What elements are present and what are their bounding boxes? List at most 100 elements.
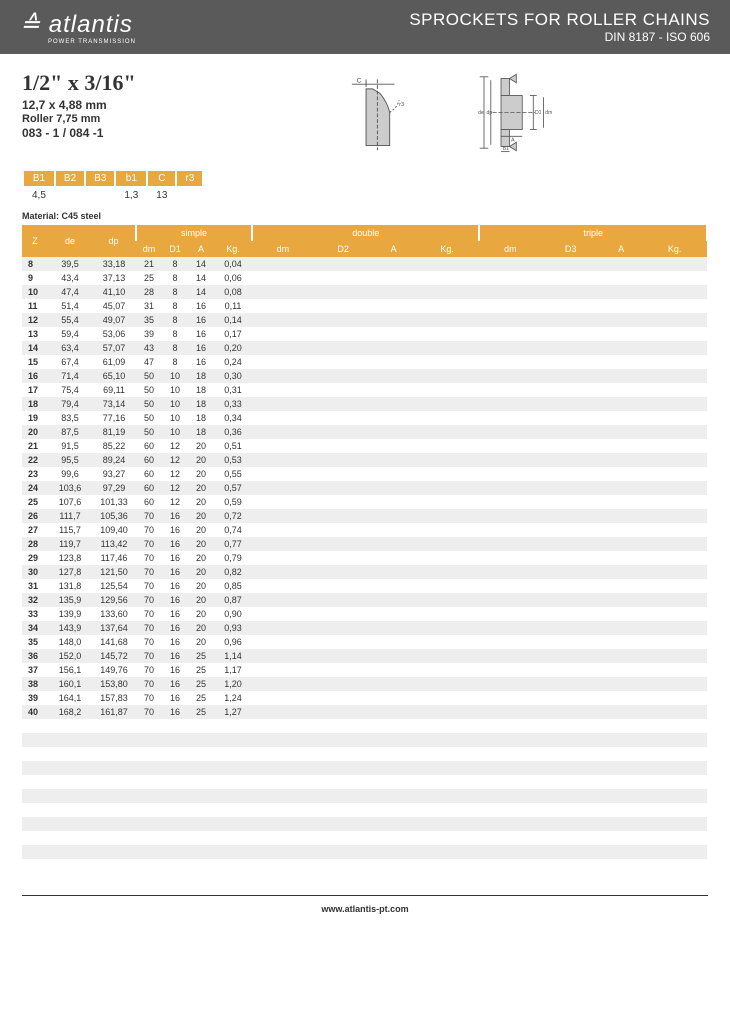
cell-empty	[252, 369, 314, 383]
material-label: Material: C45 steel	[22, 211, 708, 221]
cell-empty	[600, 565, 642, 579]
small-td	[56, 188, 84, 203]
cell-empty	[373, 537, 415, 551]
cell-kg: 0,24	[214, 355, 252, 369]
table-row-empty	[22, 747, 707, 761]
cell-empty	[415, 705, 480, 719]
spec-text: 1/2" x 3/16" 12,7 x 4,88 mm Roller 7,75 …	[22, 70, 172, 140]
cell-empty	[162, 845, 188, 859]
cell-empty	[314, 397, 373, 411]
cell-a: 16	[188, 341, 214, 355]
cell-empty	[541, 439, 600, 453]
cell-dp: 145,72	[92, 649, 136, 663]
cell-de: 63,4	[48, 341, 92, 355]
cell-empty	[541, 425, 600, 439]
cell-empty	[214, 719, 252, 733]
cell-de: 39,5	[48, 257, 92, 271]
cell-empty	[479, 817, 541, 831]
cell-dp: 157,83	[92, 691, 136, 705]
cell-empty	[415, 565, 480, 579]
cell-empty	[314, 411, 373, 425]
cell-d1: 16	[162, 565, 188, 579]
main-data-table: Z de dp simple double triple dmD1AKg.dmD…	[22, 225, 708, 859]
cell-empty	[415, 425, 480, 439]
cell-empty	[92, 719, 136, 733]
cell-empty	[373, 621, 415, 635]
cell-d1: 16	[162, 551, 188, 565]
cell-empty	[92, 789, 136, 803]
table-row: 1463,457,07438160,20	[22, 341, 707, 355]
cell-z: 9	[22, 271, 48, 285]
cell-d1: 16	[162, 593, 188, 607]
cell-kg: 0,87	[214, 593, 252, 607]
dimension-small-table: B1B2B3b1Cr3 4,51,313	[22, 169, 204, 205]
cell-empty	[252, 789, 314, 803]
cell-kg: 0,59	[214, 495, 252, 509]
sprocket-section-diagram: de dp D1 dm B1 A	[467, 70, 578, 155]
cell-empty	[642, 327, 707, 341]
cell-empty	[22, 803, 48, 817]
cell-empty	[479, 789, 541, 803]
cell-empty	[136, 747, 162, 761]
cell-d1: 10	[162, 425, 188, 439]
cell-empty	[373, 649, 415, 663]
cell-empty	[415, 257, 480, 271]
cell-dm: 70	[136, 593, 162, 607]
cell-empty	[214, 831, 252, 845]
cell-de: 67,4	[48, 355, 92, 369]
cell-empty	[314, 523, 373, 537]
cell-d1: 16	[162, 607, 188, 621]
cell-empty	[415, 831, 480, 845]
cell-dp: 45,07	[92, 299, 136, 313]
cell-z: 16	[22, 369, 48, 383]
cell-z: 33	[22, 607, 48, 621]
cell-kg: 1,24	[214, 691, 252, 705]
cell-a: 20	[188, 565, 214, 579]
cell-empty	[479, 285, 541, 299]
cell-empty	[214, 733, 252, 747]
cell-empty	[314, 509, 373, 523]
cell-a: 20	[188, 635, 214, 649]
cell-z: 24	[22, 481, 48, 495]
cell-empty	[314, 439, 373, 453]
cell-empty	[48, 817, 92, 831]
cell-d1: 16	[162, 537, 188, 551]
cell-empty	[600, 635, 642, 649]
cell-empty	[373, 831, 415, 845]
cell-dm: 50	[136, 383, 162, 397]
cell-empty	[479, 313, 541, 327]
cell-empty	[600, 425, 642, 439]
cell-empty	[314, 425, 373, 439]
svg-text:dp: dp	[487, 110, 493, 116]
cell-dm: 70	[136, 523, 162, 537]
cell-empty	[541, 845, 600, 859]
table-row: 25107,6101,336012200,59	[22, 495, 707, 509]
cell-empty	[314, 691, 373, 705]
spec-roller: Roller 7,75 mm	[22, 113, 172, 125]
cell-d1: 16	[162, 649, 188, 663]
cell-empty	[22, 761, 48, 775]
cell-empty	[642, 411, 707, 425]
cell-kg: 0,85	[214, 579, 252, 593]
cell-dp: 81,19	[92, 425, 136, 439]
cell-dp: 109,40	[92, 523, 136, 537]
cell-empty	[314, 663, 373, 677]
cell-d1: 8	[162, 313, 188, 327]
cell-de: 115,7	[48, 523, 92, 537]
cell-empty	[600, 663, 642, 677]
cell-empty	[541, 383, 600, 397]
cell-empty	[415, 453, 480, 467]
cell-empty	[252, 425, 314, 439]
cell-empty	[373, 481, 415, 495]
cell-empty	[252, 845, 314, 859]
cell-empty	[600, 327, 642, 341]
cell-a: 20	[188, 495, 214, 509]
cell-dp: 161,87	[92, 705, 136, 719]
cell-empty	[479, 677, 541, 691]
cell-empty	[600, 705, 642, 719]
cell-de: 127,8	[48, 565, 92, 579]
cell-empty	[541, 565, 600, 579]
cell-empty	[252, 775, 314, 789]
cell-d1: 16	[162, 621, 188, 635]
cell-empty	[642, 453, 707, 467]
